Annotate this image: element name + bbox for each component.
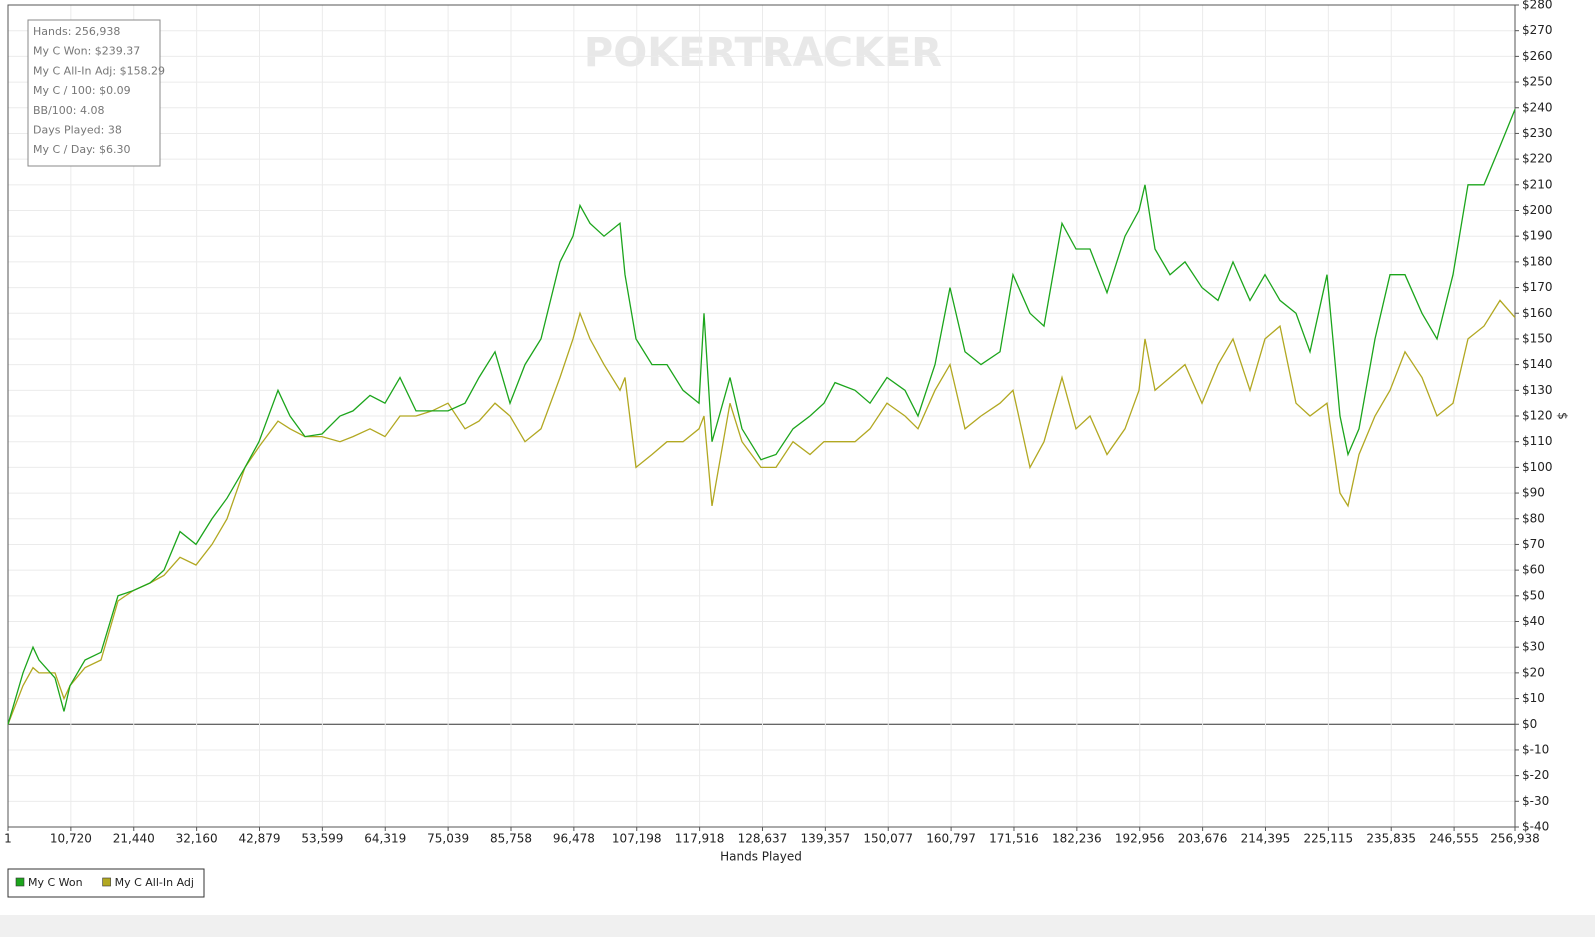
legend-label: My C Won <box>28 876 83 889</box>
y-tick-label: $-20 <box>1522 768 1549 782</box>
y-tick-label: $150 <box>1522 331 1553 345</box>
y-tick-label: $280 <box>1522 0 1553 12</box>
x-tick-label: 139,357 <box>801 832 851 846</box>
y-tick-label: $-10 <box>1522 742 1549 756</box>
y-tick-label: $20 <box>1522 665 1545 679</box>
x-tick-label: 32,160 <box>176 832 218 846</box>
x-axis-label: Hands Played <box>720 850 802 864</box>
y-tick-label: $110 <box>1522 434 1553 448</box>
y-tick-label: $50 <box>1522 588 1545 602</box>
y-tick-label: $210 <box>1522 177 1553 191</box>
x-tick-label: 96,478 <box>553 832 595 846</box>
legend-label: My C All-In Adj <box>115 876 194 889</box>
y-tick-label: $270 <box>1522 23 1553 37</box>
watermark: POKERTRACKER <box>584 30 942 76</box>
x-tick-label: 225,115 <box>1304 832 1354 846</box>
y-tick-label: $180 <box>1522 254 1553 268</box>
y-tick-label: $30 <box>1522 640 1545 654</box>
legend-swatch <box>102 877 111 887</box>
stats-line: My C All-In Adj: $158.29 <box>33 64 165 77</box>
y-tick-label: $40 <box>1522 614 1545 628</box>
plot-frame <box>7 4 1516 828</box>
series-line <box>7 299 1516 725</box>
stats-line: Days Played: 38 <box>33 124 122 137</box>
stats-line: BB/100: 4.08 <box>33 104 105 117</box>
y-tick-label: $70 <box>1522 537 1545 551</box>
y-tick-label: $230 <box>1522 126 1553 140</box>
stats-line: My C / 100: $0.09 <box>33 84 131 97</box>
y-axis-label: $ <box>1556 412 1570 420</box>
y-tick-label: $260 <box>1522 49 1553 63</box>
y-tick-label: $120 <box>1522 409 1553 423</box>
stats-line: My C Won: $239.37 <box>33 45 140 58</box>
x-tick-label: 235,835 <box>1366 832 1416 846</box>
legend-swatch <box>15 877 25 887</box>
x-tick-label: 128,637 <box>738 832 788 846</box>
stats-box: Hands: 256,938 My C Won: $239.37 My C All-… <box>27 19 165 167</box>
y-tick-label: $130 <box>1522 383 1553 397</box>
y-tick-label: $100 <box>1522 460 1553 474</box>
x-tick-label: 214,395 <box>1241 832 1291 846</box>
x-tick-label: 182,236 <box>1052 832 1102 846</box>
x-tick-label: 85,758 <box>490 832 532 846</box>
y-tick-label: $80 <box>1522 511 1545 525</box>
x-tick-label: 64,319 <box>364 832 406 846</box>
y-tick-label: $90 <box>1522 486 1545 500</box>
series-line <box>7 109 1516 725</box>
x-tick-label: 171,516 <box>989 832 1039 846</box>
y-tick-label: $-30 <box>1522 794 1549 808</box>
x-tick-label: 53,599 <box>301 832 343 846</box>
x-tick-label: 192,956 <box>1115 832 1165 846</box>
status-strip <box>0 915 1595 937</box>
y-tick-label: $170 <box>1522 280 1553 294</box>
y-tick-label: $60 <box>1522 563 1545 577</box>
x-tick-label: 160,797 <box>926 832 976 846</box>
y-tick-label: $200 <box>1522 203 1553 217</box>
x-tick-label: 75,039 <box>427 832 469 846</box>
x-tick-label: 42,879 <box>238 832 280 846</box>
x-tick-label: 246,555 <box>1429 832 1479 846</box>
stats-line: Hands: 256,938 <box>33 25 120 38</box>
x-tick-label: 203,676 <box>1178 832 1228 846</box>
x-tick-label: 117,918 <box>675 832 725 846</box>
x-tick-label: 10,720 <box>50 832 92 846</box>
y-tick-label: $220 <box>1522 152 1553 166</box>
y-tick-label: $0 <box>1522 717 1537 731</box>
y-tick-label: $10 <box>1522 691 1545 705</box>
stats-frame <box>27 19 161 167</box>
x-tick-label: 1 <box>4 832 12 846</box>
y-tick-label: $240 <box>1522 100 1553 114</box>
x-tick-label: 107,198 <box>612 832 662 846</box>
x-tick-label: 256,938 <box>1490 832 1540 846</box>
x-tick-label: 21,440 <box>113 832 155 846</box>
y-tick-label: $140 <box>1522 357 1553 371</box>
y-tick-label: $250 <box>1522 75 1553 89</box>
y-tick-label: $190 <box>1522 229 1553 243</box>
x-tick-label: 150,077 <box>863 832 913 846</box>
y-tick-label: $-40 <box>1522 820 1549 834</box>
y-tick-label: $160 <box>1522 306 1553 320</box>
stats-line: My C / Day: $6.30 <box>33 143 131 156</box>
